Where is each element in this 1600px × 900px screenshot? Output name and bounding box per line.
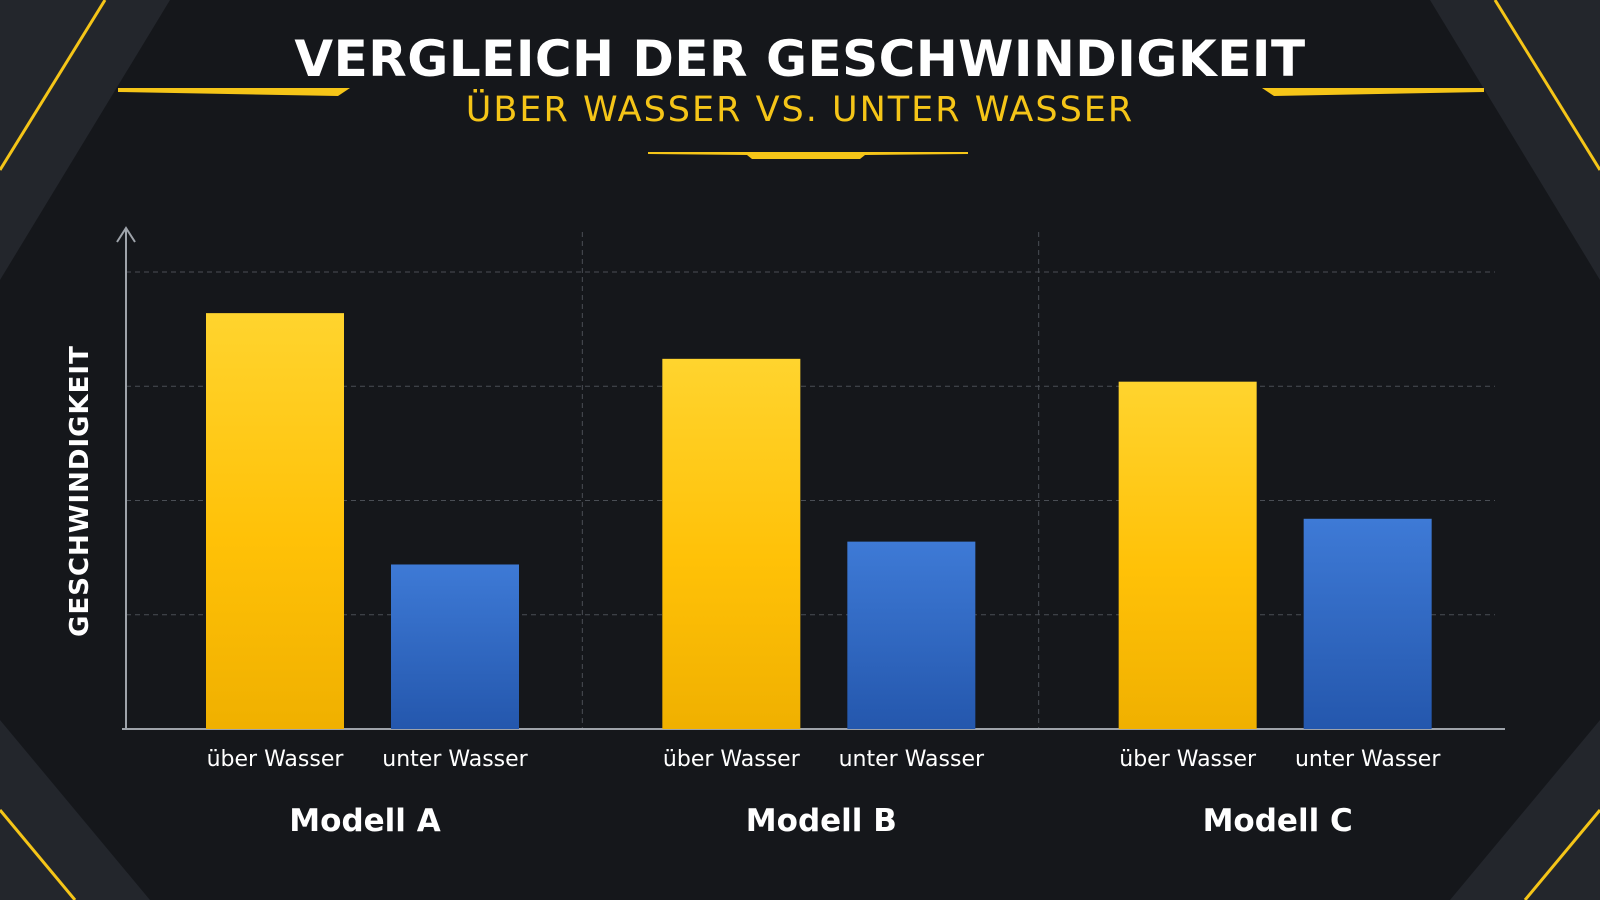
bar-modell-a-unter-wasser	[391, 564, 519, 729]
frame-accent-line	[1523, 809, 1600, 900]
frame-accent-line	[1493, 0, 1600, 171]
category-label: Modell A	[289, 803, 440, 839]
x-tick-label: über Wasser	[207, 747, 345, 772]
frame-corner-bottom-left	[0, 720, 150, 900]
x-tick-label: über Wasser	[663, 747, 801, 772]
chart-bars	[206, 313, 1432, 729]
y-axis-arrow-icon	[116, 226, 136, 243]
y-axis-label: GESCHWINDIGKEIT	[65, 345, 95, 637]
frame-corner-top-right	[1430, 0, 1600, 280]
bar-modell-c-unter-wasser	[1303, 518, 1432, 729]
bar-modell-c-ueber-wasser	[1118, 381, 1257, 729]
title-underline-left	[118, 88, 350, 96]
frame-accent-line	[0, 809, 77, 900]
category-label: Modell B	[746, 803, 897, 839]
chart-labels: über Wasser unter Wasser Modell A über Wass…	[207, 747, 1442, 839]
chart-grid	[126, 232, 1495, 729]
x-tick-label: über Wasser	[1119, 747, 1257, 772]
frame-corner-top-left	[0, 0, 170, 280]
chart-subtitle: ÜBER WASSER VS. UNTER WASSER	[465, 90, 1135, 130]
x-tick-label: unter Wasser	[382, 747, 528, 772]
frame-accent-line	[0, 0, 107, 171]
bar-modell-a-ueber-wasser	[206, 313, 344, 729]
chart-title: VERGLEICH DER GESCHWINDIGKEIT	[294, 30, 1306, 88]
bar-modell-b-unter-wasser	[847, 541, 976, 729]
x-tick-label: unter Wasser	[839, 747, 985, 772]
bar-modell-b-ueber-wasser	[662, 358, 801, 729]
chart-axes	[116, 226, 1505, 730]
x-tick-label: unter Wasser	[1295, 747, 1441, 772]
title-underline-right	[1262, 88, 1484, 96]
subtitle-underline	[648, 152, 968, 159]
frame-corner-bottom-right	[1450, 720, 1600, 900]
category-label: Modell C	[1203, 803, 1353, 839]
